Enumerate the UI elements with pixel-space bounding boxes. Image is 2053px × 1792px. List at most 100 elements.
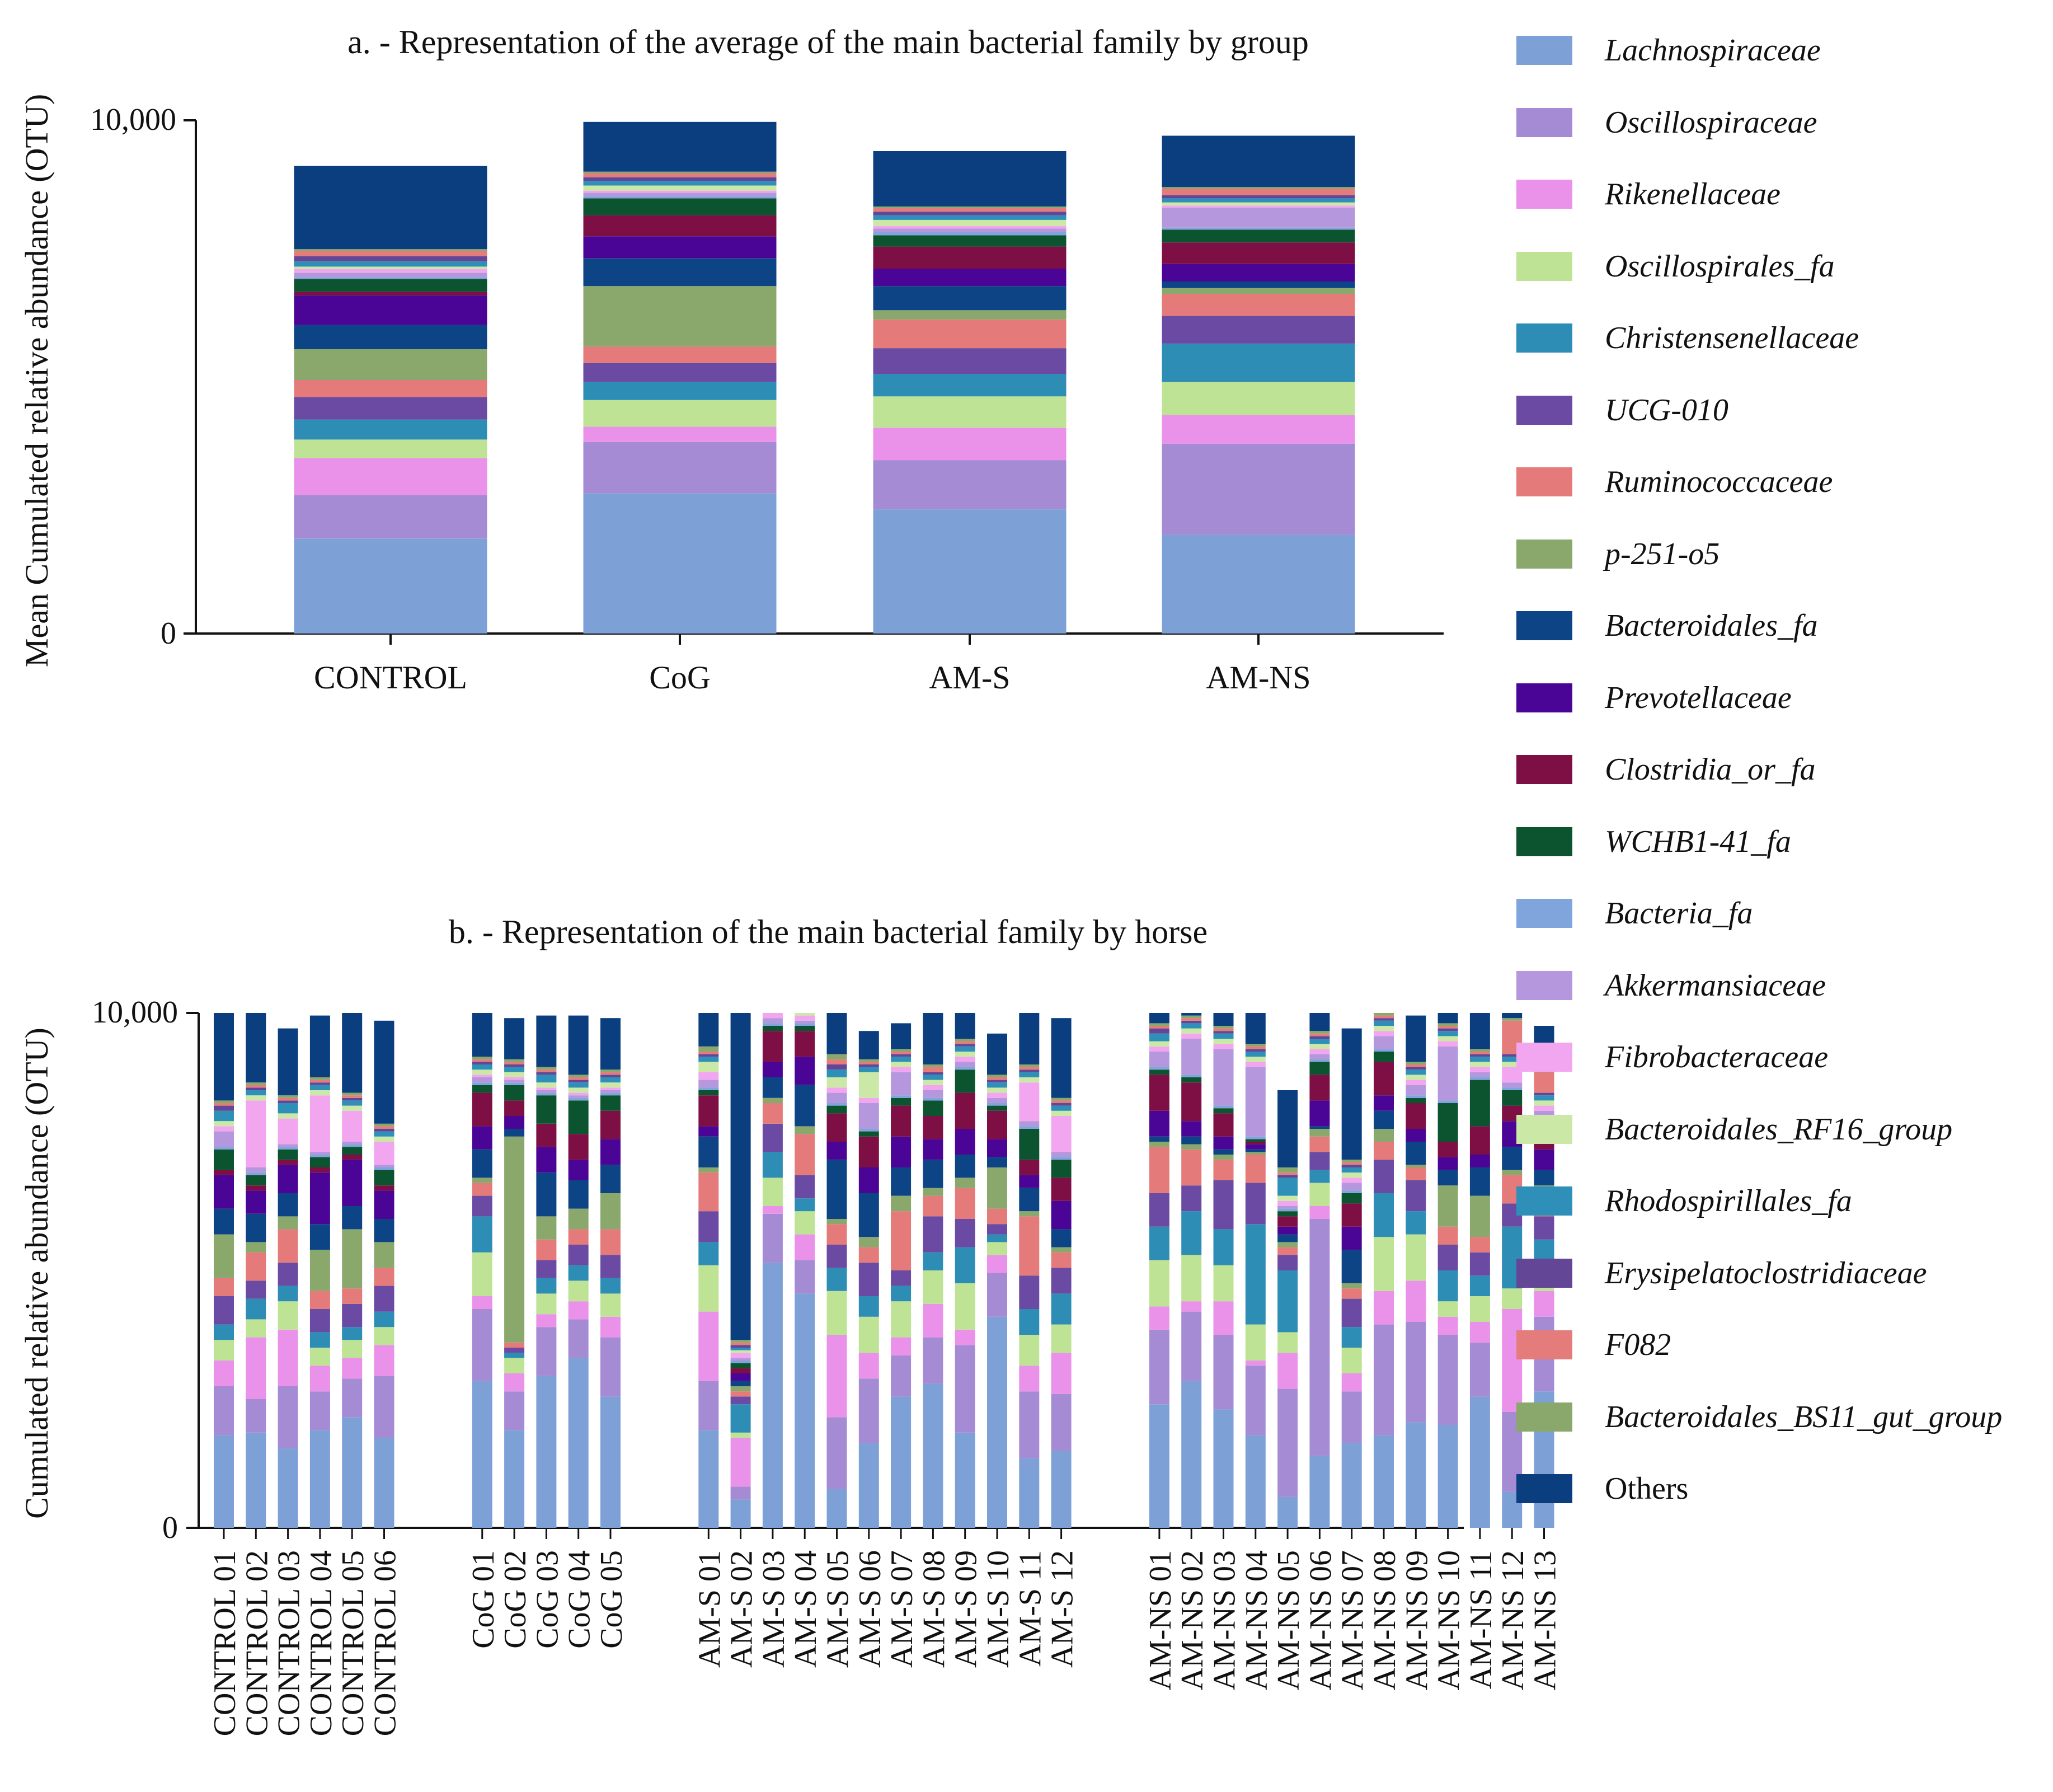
panel-b-bar-am-s-08-bacteroidales-rf16-group: [923, 1080, 943, 1085]
panel-b-bar-cog-03-p-251-o5: [536, 1216, 557, 1240]
panel-b-bar-am-s-05-bacteria-fa: [826, 1103, 847, 1106]
legend-item-oscillospirales-fa: Oscillospirales_fa: [1516, 238, 1835, 294]
panel-b-bar-cog-01-fibrobacteraceae: [472, 1075, 492, 1077]
panel-b-bar-cog-03-bacteroidales-bs11-gut-group: [536, 1067, 557, 1070]
panel-b-bar-control-02-bacteria-fa: [246, 1172, 266, 1175]
panel-a-x-tick-label-cog: CoG: [649, 659, 711, 696]
panel-b-bar-am-ns-10-bacteria-fa: [1437, 1100, 1458, 1103]
legend-swatch-prevotellaceae: [1516, 683, 1572, 712]
panel-b-bar-am-s-04-bacteroidales-rf16-group: [795, 1013, 815, 1016]
panel-b-bar-control-02-akkermansiaceae: [246, 1167, 266, 1173]
panel-b-bar-am-s-07-others: [891, 1023, 912, 1049]
panel-b-bar-am-ns-08-f082: [1374, 1015, 1394, 1019]
legend-swatch-erysipelatoclostridiaceae: [1516, 1258, 1572, 1288]
panel-b-x-tick-label-control-04: CONTROL 04: [304, 1550, 339, 1736]
panel-b-bar-am-ns-01-oscillospirales-fa: [1149, 1260, 1169, 1307]
panel-b-bar-am-s-04-ruminococcaceae: [795, 1134, 815, 1175]
panel-a-bar-am-s-prevotellaceae: [873, 269, 1067, 287]
panel-b-bar-am-ns-13-fibrobacteraceae: [1534, 1105, 1554, 1111]
panel-b-bar-am-ns-06-bacteroidales-rf16-group: [1309, 1044, 1330, 1049]
panel-b-bar-am-s-06-oscillospirales-fa: [858, 1316, 879, 1353]
legend-item-akkermansiaceae: Akkermansiaceae: [1516, 958, 1826, 1014]
panel-b-bar-cog-02-oscillospirales-fa: [504, 1358, 525, 1373]
legend-swatch-p-251-o5: [1516, 539, 1572, 569]
panel-a-bar-am-ns-others: [1162, 135, 1355, 187]
panel-b-bar-control-05-oscillospiraceae: [342, 1378, 363, 1418]
panel-b-bar-am-s-08-rhodospirillales-fa: [923, 1075, 943, 1080]
panel-b-bar-am-s-09-rhodospirillales-fa: [955, 1046, 975, 1052]
panel-b-bar-am-ns-04-akkermansiaceae: [1245, 1067, 1266, 1137]
panel-b-bar-am-ns-13-rhodospirillales-fa: [1534, 1095, 1554, 1101]
panel-b-bar-cog-02-rikenellaceae: [504, 1373, 525, 1392]
panel-b-bar-am-ns-02-erysipelatoclostridiaceae: [1181, 1020, 1202, 1024]
panel-a-bar-cog-oscillospirales-fa: [583, 400, 777, 427]
panel-b-bar-am-s-10-bacteroidales-bs11-gut-group: [987, 1075, 1007, 1077]
panel-b-bar-am-ns-11-oscillospirales-fa: [1469, 1296, 1490, 1322]
panel-b-bar-am-s-02-oscillospirales-fa: [730, 1432, 751, 1438]
panel-b-x-tick-label-am-ns-06: AM-NS 06: [1303, 1550, 1338, 1690]
panel-b-bar-am-ns-09-bacteroidales-bs11-gut-group: [1406, 1062, 1426, 1064]
panel-b-bar-am-ns-06-christensenellaceae: [1309, 1170, 1330, 1183]
panel-b-bar-am-s-01-ruminococcaceae: [698, 1172, 719, 1212]
panel-b-bar-am-s-01-oscillospirales-fa: [698, 1265, 719, 1312]
panel-b-bar-am-ns-05-oscillospirales-fa: [1277, 1332, 1298, 1353]
panel-b-bar-am-ns-09-bacteroidales-rf16-group: [1406, 1075, 1426, 1080]
panel-b-y-axis-label: Cumulated relative abundance (OTU): [18, 1028, 55, 1519]
panel-b-x-tick-label-am-s-01: AM-S 01: [692, 1550, 727, 1668]
panel-b-bar-am-ns-02-lachnospiraceae: [1181, 1381, 1202, 1528]
panel-b-bar-am-ns-08-akkermansiaceae: [1374, 1036, 1394, 1049]
panel-b-bar-cog-04-christensenellaceae: [568, 1265, 589, 1281]
panel-b-bar-control-01-wchb1-41-fa: [214, 1149, 234, 1170]
panel-b-bar-am-ns-07-rikenellaceae: [1341, 1373, 1362, 1392]
panel-b-bar-am-ns-05-ruminococcaceae: [1277, 1247, 1298, 1255]
panel-b-x-tick-label-am-s-09: AM-S 09: [949, 1550, 984, 1668]
panel-b-bar-cog-02-clostridia-or-fa: [504, 1100, 525, 1116]
panel-b-bar-am-s-10-ruminococcaceae: [987, 1208, 1007, 1225]
panel-a-bar-cog-erysipelatoclostridiaceae: [583, 177, 777, 181]
panel-b-bar-am-ns-09-p-251-o5: [1406, 1165, 1426, 1167]
panel-a-bar-control-christensenellaceae: [294, 419, 487, 440]
panel-b-bar-control-05-others: [342, 1013, 363, 1093]
panel-b-bar-am-s-08-ucg-010: [923, 1216, 943, 1252]
panel-b-bar-am-s-10-bacteroidales-rf16-group: [987, 1087, 1007, 1093]
panel-b-bar-am-ns-12-akkermansiaceae: [1502, 1082, 1523, 1088]
panel-b-bar-am-s-07-erysipelatoclostridiaceae: [891, 1054, 912, 1057]
panel-b-bar-cog-01-rhodospirillales-fa: [472, 1064, 492, 1070]
panel-b-bar-am-ns-10-rhodospirillales-fa: [1437, 1031, 1458, 1036]
legend: Lachnospiraceae Oscillospiraceae Rikenella…: [1516, 22, 2053, 1533]
panel-b-bar-am-s-10-erysipelatoclostridiaceae: [987, 1080, 1007, 1083]
panel-b-bar-am-s-12-rikenellaceae: [1051, 1353, 1072, 1394]
panel-b-bar-am-ns-06-prevotellaceae: [1309, 1100, 1330, 1127]
panel-b-bar-am-ns-03-erysipelatoclostridiaceae: [1213, 1031, 1234, 1034]
panel-b-bar-am-ns-07-bacteroidales-rf16-group: [1341, 1172, 1362, 1178]
panel-b-bar-control-05-ucg-010: [342, 1303, 363, 1327]
panel-b-bar-control-04-oscillospirales-fa: [309, 1348, 330, 1366]
panel-b-bar-control-06-oscillospirales-fa: [374, 1327, 394, 1345]
panel-b-bar-am-ns-07-wchb1-41-fa: [1341, 1193, 1362, 1204]
panel-b-bar-am-ns-07-christensenellaceae: [1341, 1327, 1362, 1348]
panel-b-bar-control-06-ruminococcaceae: [374, 1268, 394, 1286]
panel-b-bar-am-ns-03-lachnospiraceae: [1213, 1409, 1234, 1528]
panel-b-bar-control-06-christensenellaceae: [374, 1311, 394, 1327]
panel-b-bar-control-03-clostridia-or-fa: [278, 1160, 298, 1165]
panel-a-bar-am-s-rhodospirillales-fa: [873, 215, 1067, 220]
panel-b-bar-am-s-03-ucg-010: [762, 1123, 783, 1152]
panel-b-bar-am-ns-05-f082: [1277, 1172, 1298, 1175]
panel-b-bar-am-ns-08-ucg-010: [1374, 1160, 1394, 1193]
panel-b-bar-am-ns-03-akkermansiaceae: [1213, 1049, 1234, 1106]
panel-b-bar-cog-05-ruminococcaceae: [600, 1229, 621, 1255]
panel-b-bar-control-01-fibrobacteraceae: [214, 1126, 234, 1132]
panel-b-bar-cog-01-erysipelatoclostridiaceae: [472, 1062, 492, 1064]
panel-b-bar-am-s-02-bacteria-fa: [730, 1361, 751, 1363]
panel-b-bar-am-ns-05-ucg-010: [1277, 1255, 1298, 1270]
panel-b-bar-am-ns-04-ucg-010: [1245, 1183, 1266, 1225]
panel-b-bar-am-ns-03-ucg-010: [1213, 1180, 1234, 1230]
panel-b-bar-am-ns-09-ruminococcaceae: [1406, 1167, 1426, 1180]
panel-b-bar-am-ns-05-oscillospiraceae: [1277, 1388, 1298, 1497]
panel-b-x-tick-label-control-02: CONTROL 02: [239, 1550, 274, 1736]
panel-b-bar-cog-04-bacteria-fa: [568, 1097, 589, 1101]
panel-b-bar-am-ns-11-bacteroidales-fa: [1469, 1167, 1490, 1196]
panel-b-bar-am-ns-10-bacteroidales-rf16-group: [1437, 1036, 1458, 1042]
panel-b-bar-control-01-erysipelatoclostridiaceae: [214, 1105, 234, 1111]
panel-b-bar-control-03-christensenellaceae: [278, 1286, 298, 1302]
